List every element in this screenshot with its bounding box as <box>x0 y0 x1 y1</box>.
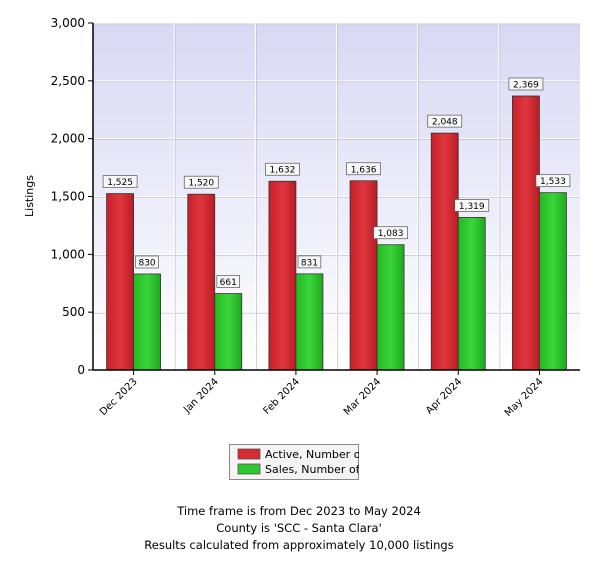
bar-active <box>187 193 216 371</box>
y-tick-label: 500 <box>62 305 85 319</box>
x-tick-label: Dec 2023 <box>98 376 140 418</box>
data-label-box <box>183 175 219 189</box>
bars: 1,525 830 1,520 661 1,632 831 1,636 1,083 2,048 1… <box>102 77 571 371</box>
data-label: 1,533 <box>540 177 566 187</box>
legend-swatch-sales <box>237 463 261 475</box>
data-label: 1,636 <box>351 165 377 175</box>
data-label-box <box>535 174 571 188</box>
x-tick-label: Jan 2024 <box>181 376 221 416</box>
footer-timeframe: Time frame is from Dec 2023 to May 2024 <box>177 504 421 518</box>
y-tick-label: 3,000 <box>51 16 85 30</box>
bar-sales <box>539 192 567 371</box>
y-tick-label: 0 <box>77 363 85 377</box>
data-label: 2,048 <box>432 118 458 128</box>
x-tick-label: May 2024 <box>503 376 546 419</box>
data-label-box <box>216 275 241 288</box>
footer-county: County is 'SCC - Santa Clara' <box>216 521 382 535</box>
bar-sales <box>214 293 243 371</box>
y-tick-label: 1,000 <box>51 247 85 261</box>
bar-sales <box>457 217 486 371</box>
data-label-box <box>454 199 490 212</box>
x-tick-label: Apr 2024 <box>424 376 464 416</box>
gridlines <box>93 22 580 370</box>
bar-chart: 1,525 830 1,520 661 1,632 831 1,636 1,083 2,048 1… <box>23 16 580 419</box>
y-tick-label: 2,500 <box>51 74 85 88</box>
bar-active <box>430 132 459 371</box>
data-label-box <box>508 77 544 91</box>
data-label-box <box>265 162 300 176</box>
bar-active <box>349 180 378 371</box>
data-label: 1,520 <box>188 179 214 189</box>
x-tick-labels: Dec 2023 Jan 2024 Feb 2024 Mar 2024 Apr 2024… <box>98 376 546 419</box>
bar-active <box>268 180 297 371</box>
data-label: 2,369 <box>513 80 539 90</box>
axes <box>88 22 580 375</box>
legend-label-active: Active, Number of <box>265 448 359 461</box>
x-tick-label: Feb 2024 <box>261 376 302 417</box>
bar-sales <box>376 244 405 371</box>
data-label: 831 <box>301 258 318 268</box>
x-tick-label: Mar 2024 <box>342 376 383 417</box>
data-label-box <box>135 255 159 269</box>
y-axis-title: Listings <box>23 175 36 217</box>
data-label-box <box>297 255 322 269</box>
y-tick-labels: 0 500 1,000 1,500 2,000 2,500 3,000 <box>51 16 85 377</box>
footer-results: Results calculated from approximately 10… <box>144 538 454 552</box>
bar-sales <box>133 273 161 371</box>
legend: Active, Number of Sales, Number of <box>229 444 359 480</box>
data-label: 1,525 <box>107 178 133 188</box>
data-label-box <box>102 175 138 188</box>
y-tick-label: 1,500 <box>51 190 85 204</box>
data-label: 1,632 <box>270 166 296 176</box>
data-label: 830 <box>138 258 155 268</box>
data-label-box <box>427 114 463 128</box>
legend-label-sales: Sales, Number of <box>265 463 359 476</box>
legend-swatch-active <box>237 448 261 460</box>
data-label: 1,319 <box>459 202 485 212</box>
bar-sales <box>295 273 324 371</box>
data-label-box <box>373 226 408 240</box>
data-label: 1,083 <box>378 229 404 239</box>
bar-active <box>512 95 540 371</box>
data-label: 661 <box>220 278 237 288</box>
footer: Time frame is from Dec 2023 to May 2024 … <box>0 503 598 554</box>
data-label-box <box>346 162 381 176</box>
y-tick-label: 2,000 <box>51 132 85 146</box>
bar-active <box>106 193 134 371</box>
